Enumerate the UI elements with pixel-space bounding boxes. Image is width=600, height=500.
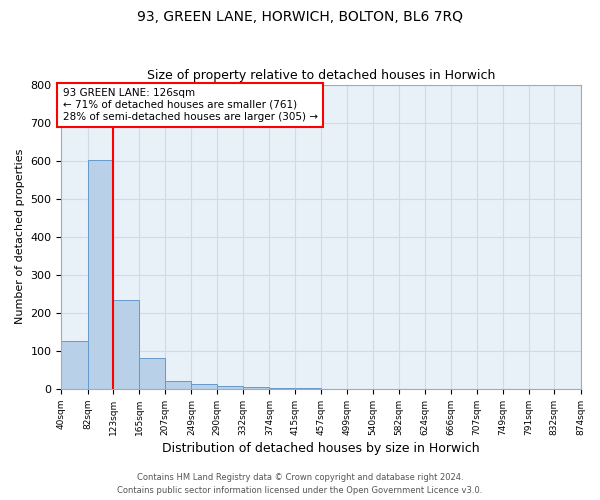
Bar bbox=[217, 386, 243, 389]
Title: Size of property relative to detached houses in Horwich: Size of property relative to detached ho… bbox=[147, 69, 495, 82]
Bar bbox=[243, 388, 269, 389]
Bar bbox=[113, 300, 139, 389]
Bar bbox=[166, 380, 191, 389]
Bar bbox=[139, 358, 166, 389]
Bar bbox=[88, 160, 113, 389]
Text: 93, GREEN LANE, HORWICH, BOLTON, BL6 7RQ: 93, GREEN LANE, HORWICH, BOLTON, BL6 7RQ bbox=[137, 10, 463, 24]
Bar bbox=[269, 388, 295, 389]
Bar bbox=[191, 384, 217, 389]
Text: Contains HM Land Registry data © Crown copyright and database right 2024.
Contai: Contains HM Land Registry data © Crown c… bbox=[118, 474, 482, 495]
Bar bbox=[61, 341, 88, 389]
X-axis label: Distribution of detached houses by size in Horwich: Distribution of detached houses by size … bbox=[162, 442, 480, 455]
Y-axis label: Number of detached properties: Number of detached properties bbox=[15, 149, 25, 324]
Text: 93 GREEN LANE: 126sqm
← 71% of detached houses are smaller (761)
28% of semi-det: 93 GREEN LANE: 126sqm ← 71% of detached … bbox=[62, 88, 317, 122]
Bar bbox=[295, 388, 321, 389]
